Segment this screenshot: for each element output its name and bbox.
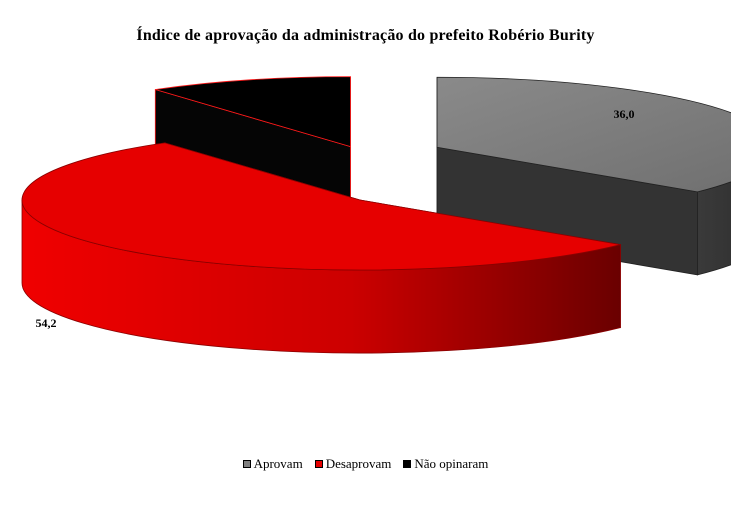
legend-label-nao-opinaram: Não opinaram [414, 456, 489, 471]
legend-item-nao-opinaram: Não opinaram [403, 456, 488, 472]
pie-slice-aprovam [436, 76, 731, 276]
legend: Aprovam Desaprovam Não opinaram [0, 456, 731, 472]
legend-label-aprovam: Aprovam [253, 456, 303, 471]
data-label-aprovam: 36,0 [614, 107, 635, 121]
legend-item-desaprovam: Desaprovam [314, 456, 392, 472]
legend-label-desaprovam: Desaprovam [325, 456, 392, 471]
pie-slice-side-aprovam [697, 181, 731, 276]
legend-item-aprovam: Aprovam [242, 456, 303, 472]
pie-slice-top-desaprovam [21, 142, 621, 271]
legend-swatch-aprovam [242, 460, 251, 468]
legend-swatch-desaprovam [314, 460, 323, 468]
pie-slice-top-aprovam [436, 76, 731, 193]
chart-title: Índice de aprovação da administração do … [136, 27, 595, 44]
data-label-desaprovam: 54,2 [36, 316, 57, 330]
data-label-nao-opinaram: 9,8 [295, 80, 310, 94]
pie-slice-top-nao-opinaram [155, 76, 351, 148]
legend-swatch-nao-opinaram [403, 460, 412, 468]
pie-slice-desaprovam [21, 142, 621, 354]
